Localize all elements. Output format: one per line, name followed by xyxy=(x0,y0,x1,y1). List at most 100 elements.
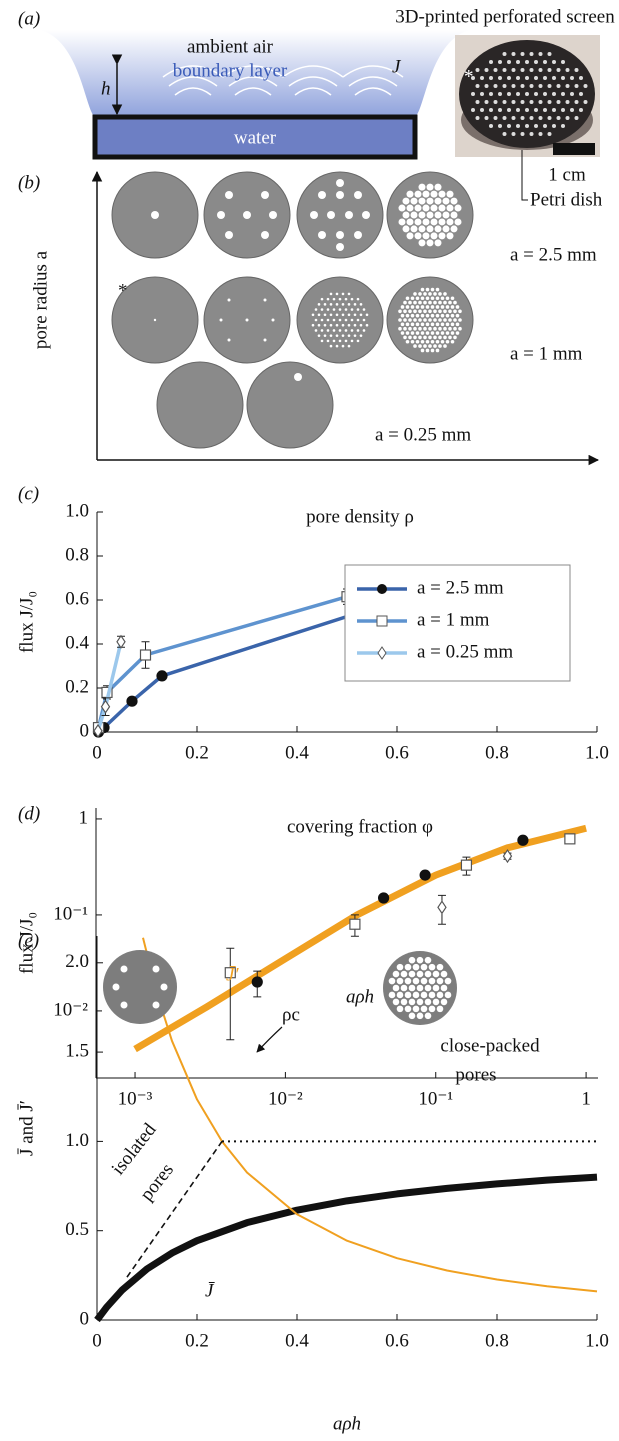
pore xyxy=(426,225,434,233)
pore xyxy=(418,211,426,219)
pore xyxy=(425,331,430,335)
x-tick-label: 0.4 xyxy=(285,1330,309,1351)
pore xyxy=(446,232,454,240)
pore xyxy=(424,970,432,978)
pore xyxy=(344,339,348,343)
y-tick-label: 1 xyxy=(79,807,89,828)
x-tick-label: 0.6 xyxy=(385,1330,409,1351)
pore xyxy=(335,334,339,337)
pore xyxy=(329,334,333,337)
series-line xyxy=(94,1173,598,1323)
pore xyxy=(433,335,437,340)
pore xyxy=(271,318,275,322)
pore xyxy=(475,84,480,88)
y-tick-label: 0.8 xyxy=(65,544,89,565)
series-line xyxy=(142,937,598,1293)
pore xyxy=(410,225,418,233)
pore xyxy=(420,296,425,301)
pore xyxy=(327,211,335,219)
point xyxy=(93,723,103,738)
pore xyxy=(443,292,447,296)
pore xyxy=(410,197,418,205)
pore xyxy=(440,322,445,327)
pore xyxy=(332,339,336,343)
point xyxy=(460,859,473,871)
pore xyxy=(420,305,425,309)
pore xyxy=(448,326,452,331)
pore xyxy=(507,76,511,80)
pore xyxy=(356,329,360,332)
pore xyxy=(543,60,547,64)
panel-label: (d) xyxy=(18,803,40,824)
pore xyxy=(430,296,435,301)
pore xyxy=(354,191,362,199)
pore xyxy=(350,318,354,322)
pore xyxy=(396,1005,404,1013)
pore xyxy=(450,211,458,219)
pore xyxy=(420,963,428,971)
panel-label: (c) xyxy=(18,483,39,504)
pore xyxy=(396,963,404,971)
pore xyxy=(329,303,333,306)
pore xyxy=(329,313,333,317)
pore xyxy=(423,300,427,305)
pore xyxy=(516,124,520,128)
pore xyxy=(425,322,430,327)
pore xyxy=(359,323,363,327)
pore xyxy=(428,326,432,331)
pore xyxy=(326,297,330,301)
pore xyxy=(552,92,556,96)
pore xyxy=(341,292,345,296)
pore xyxy=(538,52,543,56)
pore xyxy=(402,197,410,205)
pore xyxy=(428,335,432,340)
pore xyxy=(336,231,344,239)
pore xyxy=(341,344,345,348)
reference-line xyxy=(126,1140,223,1278)
pore xyxy=(344,297,348,301)
pore xyxy=(556,100,561,104)
pore xyxy=(443,326,447,331)
pore xyxy=(341,313,345,317)
pore xyxy=(450,296,455,301)
y-tick-label: 0.4 xyxy=(65,632,89,653)
pore xyxy=(438,309,442,314)
pore xyxy=(362,329,366,332)
panel-a: (a) h ambient air boundary layer J water… xyxy=(18,6,615,210)
pore xyxy=(353,313,357,317)
pore xyxy=(433,309,437,314)
pore xyxy=(356,318,360,322)
series-line xyxy=(96,641,123,732)
pore xyxy=(444,977,452,985)
pore xyxy=(498,60,502,64)
pore xyxy=(356,339,360,343)
pore xyxy=(428,963,436,971)
pore xyxy=(448,318,452,322)
pore xyxy=(400,998,408,1006)
pore xyxy=(362,318,366,322)
pore xyxy=(326,339,330,343)
pore xyxy=(450,197,458,205)
pore xyxy=(430,204,438,212)
pore xyxy=(570,76,574,80)
pore xyxy=(565,116,570,120)
top-label: aρh xyxy=(346,986,374,1007)
pore xyxy=(425,305,430,309)
pore xyxy=(455,322,460,327)
pore xyxy=(525,76,529,80)
pore xyxy=(438,204,446,212)
pore xyxy=(520,52,525,56)
x-tick-label: 0 xyxy=(92,1330,102,1351)
pore xyxy=(402,211,410,219)
pore xyxy=(398,204,406,212)
pore xyxy=(402,225,410,233)
pore xyxy=(314,318,318,322)
pore xyxy=(438,335,442,340)
pore xyxy=(511,100,516,104)
pore xyxy=(418,239,426,247)
pore xyxy=(320,297,324,301)
pore xyxy=(507,108,511,112)
panel-label: (e) xyxy=(18,930,39,951)
pore xyxy=(314,329,318,332)
pore xyxy=(529,116,534,120)
